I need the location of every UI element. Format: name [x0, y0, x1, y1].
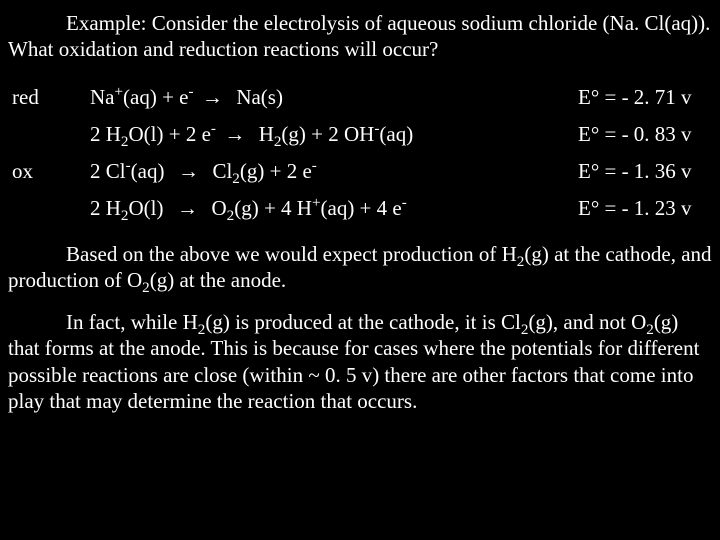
table-row: 2 H2O(l) + 2 e- → H2(g) + 2 OH-(aq) E° =…	[8, 116, 712, 153]
eq-sup: +	[312, 195, 321, 211]
para-sub: 2	[142, 280, 150, 296]
conclusion-paragraph-2: In fact, while H2(g) is produced at the …	[8, 309, 712, 414]
eq-text: Cl	[212, 159, 232, 183]
eq-sup: -	[402, 195, 407, 211]
eq-text: (aq) + 4 e	[321, 196, 402, 220]
eq-text: 2 H	[90, 196, 121, 220]
eq-text: O	[211, 196, 226, 220]
eq-sub: 2	[232, 171, 240, 187]
eq-sup: -	[312, 158, 317, 174]
eq-sup: +	[115, 84, 124, 100]
equation-cell: Na+(aq) + e- → Na(s)	[86, 79, 574, 116]
eq-text: 2 H	[90, 122, 121, 146]
para-text: (g) is produced at the cathode, it is Cl	[205, 310, 521, 334]
reaction-arrow-icon: →	[174, 196, 201, 221]
para-text: (g), and not O	[528, 310, 646, 334]
para-text: (g) at the anode.	[150, 268, 286, 292]
row-label	[8, 116, 86, 153]
eq-text: H	[259, 122, 274, 146]
potential-cell: E° = - 0. 83 v	[574, 116, 712, 153]
row-label: red	[8, 79, 86, 116]
equation-cell: 2 Cl-(aq) → Cl2(g) + 2 e-	[86, 153, 574, 190]
eq-sup: -	[189, 84, 194, 100]
eq-text: 2 Cl	[90, 159, 126, 183]
para-text: In fact, while H	[66, 310, 198, 334]
row-label: ox	[8, 153, 86, 190]
eq-text: (aq)	[131, 159, 165, 183]
conclusion-paragraph-1: Based on the above we would expect produ…	[8, 241, 712, 294]
equation-cell: 2 H2O(l) → O2(g) + 4 H+(aq) + 4 e-	[86, 190, 574, 227]
table-row: ox 2 Cl-(aq) → Cl2(g) + 2 e- E° = - 1. 3…	[8, 153, 712, 190]
potential-cell: E° = - 1. 36 v	[574, 153, 712, 190]
reaction-arrow-icon: →	[221, 122, 248, 147]
table-row: red Na+(aq) + e- → Na(s) E° = - 2. 71 v	[8, 79, 712, 116]
eq-text: (aq)	[379, 122, 413, 146]
intro-paragraph: Example: Consider the electrolysis of aq…	[8, 10, 712, 63]
reaction-table: red Na+(aq) + e- → Na(s) E° = - 2. 71 v …	[8, 79, 712, 227]
eq-text: O(l)	[128, 196, 163, 220]
potential-cell: E° = - 2. 71 v	[574, 79, 712, 116]
row-label	[8, 190, 86, 227]
eq-sup: -	[211, 121, 216, 137]
reaction-arrow-icon: →	[175, 159, 202, 184]
eq-text: Na(s)	[236, 85, 283, 109]
eq-text: (g) + 2 e	[240, 159, 312, 183]
reaction-arrow-icon: →	[199, 85, 226, 110]
slide-body: Example: Consider the electrolysis of aq…	[0, 0, 720, 540]
table-row: 2 H2O(l) → O2(g) + 4 H+(aq) + 4 e- E° = …	[8, 190, 712, 227]
eq-text: O(l) + 2 e	[128, 122, 210, 146]
equation-cell: 2 H2O(l) + 2 e- → H2(g) + 2 OH-(aq)	[86, 116, 574, 153]
eq-text: (aq) + e	[123, 85, 188, 109]
potential-cell: E° = - 1. 23 v	[574, 190, 712, 227]
eq-text: (g) + 2 OH	[281, 122, 374, 146]
para-text: Based on the above we would expect produ…	[66, 242, 517, 266]
eq-text: Na	[90, 85, 115, 109]
eq-text: (g) + 4 H	[234, 196, 312, 220]
